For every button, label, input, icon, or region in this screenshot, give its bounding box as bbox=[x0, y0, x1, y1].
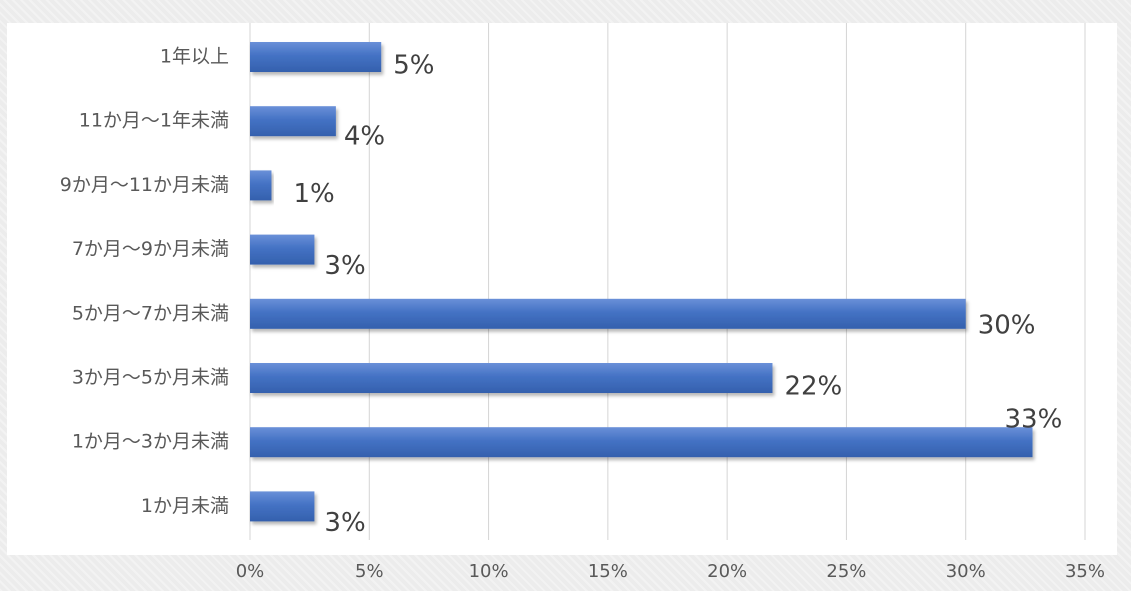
x-tick-label: 25% bbox=[826, 561, 866, 582]
bar bbox=[250, 42, 382, 72]
data-label: 30% bbox=[978, 310, 1036, 340]
x-tick-label: 35% bbox=[1065, 561, 1105, 582]
category-label: 7か月〜9か月未満 bbox=[72, 238, 229, 260]
x-tick-labels: 0% 5% 10% 15% 20% 25% 30% 35% bbox=[236, 561, 1105, 582]
category-label: 9か月〜11か月未満 bbox=[60, 174, 229, 196]
x-tick-label: 5% bbox=[355, 561, 384, 582]
category-labels: 1年以上 11か月〜1年未満 9か月〜11か月未満 7か月〜9か月未満 5か月〜7か月未… bbox=[60, 46, 229, 517]
x-tick-label: 0% bbox=[236, 561, 265, 582]
category-label: 5か月〜7か月未満 bbox=[72, 302, 229, 324]
data-label: 3% bbox=[324, 508, 365, 538]
data-labels: 5% 4% 1% 3% 30% 22% 33% 3% bbox=[293, 51, 1062, 538]
gridlines bbox=[249, 23, 1086, 540]
data-label: 33% bbox=[1005, 405, 1063, 435]
bar bbox=[250, 427, 1033, 458]
x-tick-label: 20% bbox=[707, 561, 747, 582]
category-label: 3か月〜5か月未満 bbox=[72, 367, 229, 389]
bar bbox=[250, 298, 966, 329]
data-label: 1% bbox=[293, 179, 334, 209]
category-label: 1か月〜3か月未満 bbox=[72, 431, 229, 453]
category-label: 1年以上 bbox=[160, 46, 229, 68]
bar bbox=[250, 363, 773, 393]
data-label: 22% bbox=[784, 372, 842, 402]
category-label: 11か月〜1年未満 bbox=[79, 110, 229, 132]
x-tick-label: 10% bbox=[469, 561, 509, 582]
data-label: 5% bbox=[393, 51, 434, 81]
bar bbox=[250, 491, 315, 522]
x-tick-label: 15% bbox=[588, 561, 628, 582]
plot-area bbox=[7, 23, 1117, 555]
data-label: 4% bbox=[344, 122, 385, 152]
bars bbox=[250, 42, 1033, 522]
bar bbox=[250, 170, 272, 201]
x-tick-label: 30% bbox=[946, 561, 986, 582]
category-label: 1か月未満 bbox=[141, 495, 229, 517]
data-label: 3% bbox=[324, 251, 365, 281]
bar bbox=[250, 234, 315, 265]
bar bbox=[250, 106, 336, 137]
